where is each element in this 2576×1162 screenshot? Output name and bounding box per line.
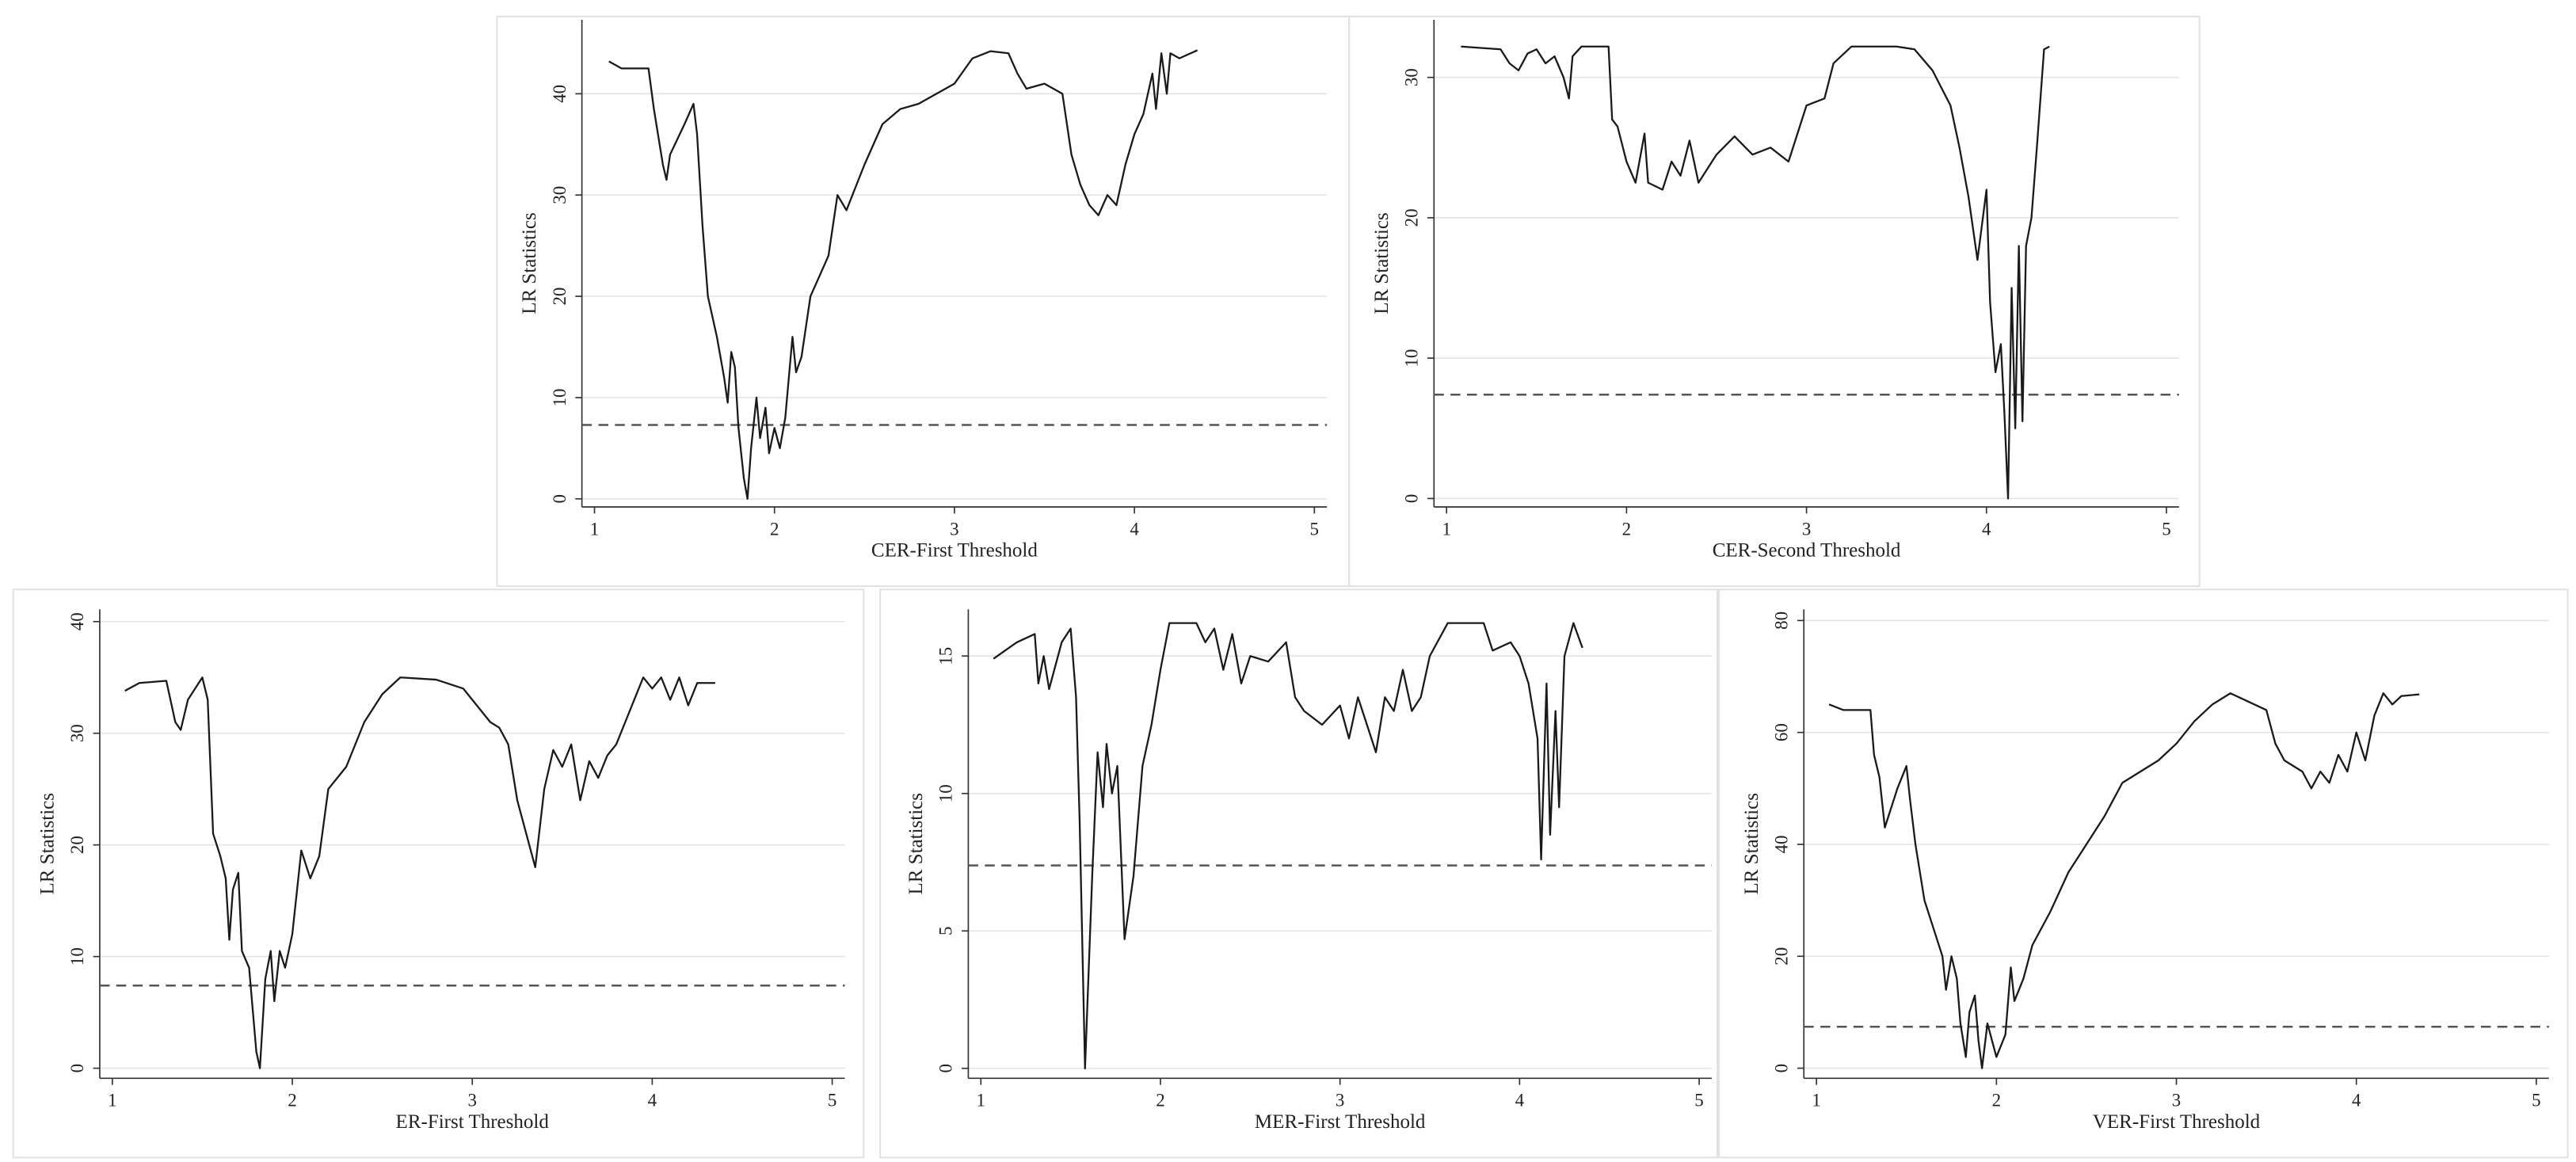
y-tick-label: 20: [1401, 208, 1421, 227]
x-axis-label: CER-First Threshold: [871, 540, 1038, 562]
x-tick-label: 3: [1336, 1091, 1344, 1111]
y-tick-label: 30: [67, 724, 87, 742]
y-tick-label: 60: [1771, 723, 1791, 741]
x-tick-label: 3: [467, 1091, 476, 1111]
y-tick-label: 10: [936, 784, 956, 802]
x-tick-label: 5: [828, 1091, 836, 1111]
y-tick-label: 30: [1401, 68, 1421, 86]
x-tick-label: 4: [1982, 519, 1991, 539]
x-tick-label: 4: [1130, 519, 1139, 539]
x-tick-label: 3: [950, 519, 958, 539]
x-tick-label: 5: [2532, 1091, 2540, 1111]
data-line: [993, 622, 1583, 1069]
x-tick-label: 5: [2162, 519, 2170, 539]
y-tick-label: 10: [67, 947, 87, 966]
y-tick-label: 40: [550, 85, 570, 103]
y-tick-label: 0: [550, 494, 570, 503]
panel: [1718, 589, 2569, 1159]
y-axis-label: LR Statistics: [905, 793, 927, 894]
x-tick-label: 5: [1310, 519, 1319, 539]
x-tick-label: 1: [1442, 519, 1450, 539]
y-tick-label: 20: [1771, 947, 1791, 966]
x-tick-label: 4: [648, 1091, 657, 1111]
y-tick-label: 0: [67, 1064, 87, 1072]
x-tick-label: 3: [1802, 519, 1811, 539]
y-tick-label: 30: [550, 186, 570, 204]
y-axis-label: LR Statistics: [37, 793, 59, 894]
x-axis-label: VER-First Threshold: [2093, 1111, 2261, 1133]
x-axis-label: CER-Second Threshold: [1713, 540, 1901, 562]
y-axis-label: LR Statistics: [519, 212, 540, 314]
x-axis-label: MER-First Threshold: [1255, 1111, 1426, 1133]
x-tick-label: 1: [108, 1091, 116, 1111]
data-line: [124, 676, 715, 1069]
y-tick-label: 5: [936, 927, 956, 935]
y-axis-label: LR Statistics: [1741, 793, 1762, 894]
x-tick-label: 1: [590, 519, 599, 539]
x-tick-label: 2: [770, 519, 779, 539]
y-tick-label: 10: [550, 388, 570, 406]
data-line: [1461, 45, 2050, 500]
panel: [12, 589, 865, 1159]
x-tick-label: 2: [288, 1091, 296, 1111]
x-tick-label: 1: [977, 1091, 985, 1111]
x-tick-label: 1: [1812, 1091, 1820, 1111]
y-tick-label: 20: [550, 288, 570, 306]
x-tick-label: 2: [1992, 1091, 2001, 1111]
y-tick-label: 10: [1401, 349, 1421, 368]
y-tick-label: 15: [936, 647, 956, 665]
y-tick-label: 0: [1401, 494, 1421, 503]
y-tick-label: 80: [1771, 611, 1791, 630]
y-tick-label: 0: [936, 1064, 956, 1072]
y-tick-label: 40: [67, 612, 87, 631]
data-line: [608, 49, 1198, 500]
x-tick-label: 3: [2172, 1091, 2181, 1111]
y-tick-label: 0: [1771, 1064, 1791, 1072]
x-tick-label: 5: [1694, 1091, 1703, 1111]
panel: [879, 589, 1719, 1159]
x-tick-label: 4: [1515, 1091, 1525, 1111]
x-tick-label: 2: [1156, 1091, 1164, 1111]
x-axis-label: ER-First Threshold: [396, 1111, 550, 1133]
y-tick-label: 40: [1771, 836, 1791, 854]
data-line: [1828, 692, 2420, 1069]
x-tick-label: 2: [1622, 519, 1631, 539]
y-tick-label: 20: [67, 836, 87, 854]
y-axis-label: LR Statistics: [1371, 212, 1393, 314]
panel: [1348, 15, 2201, 588]
x-tick-label: 4: [2352, 1091, 2361, 1111]
